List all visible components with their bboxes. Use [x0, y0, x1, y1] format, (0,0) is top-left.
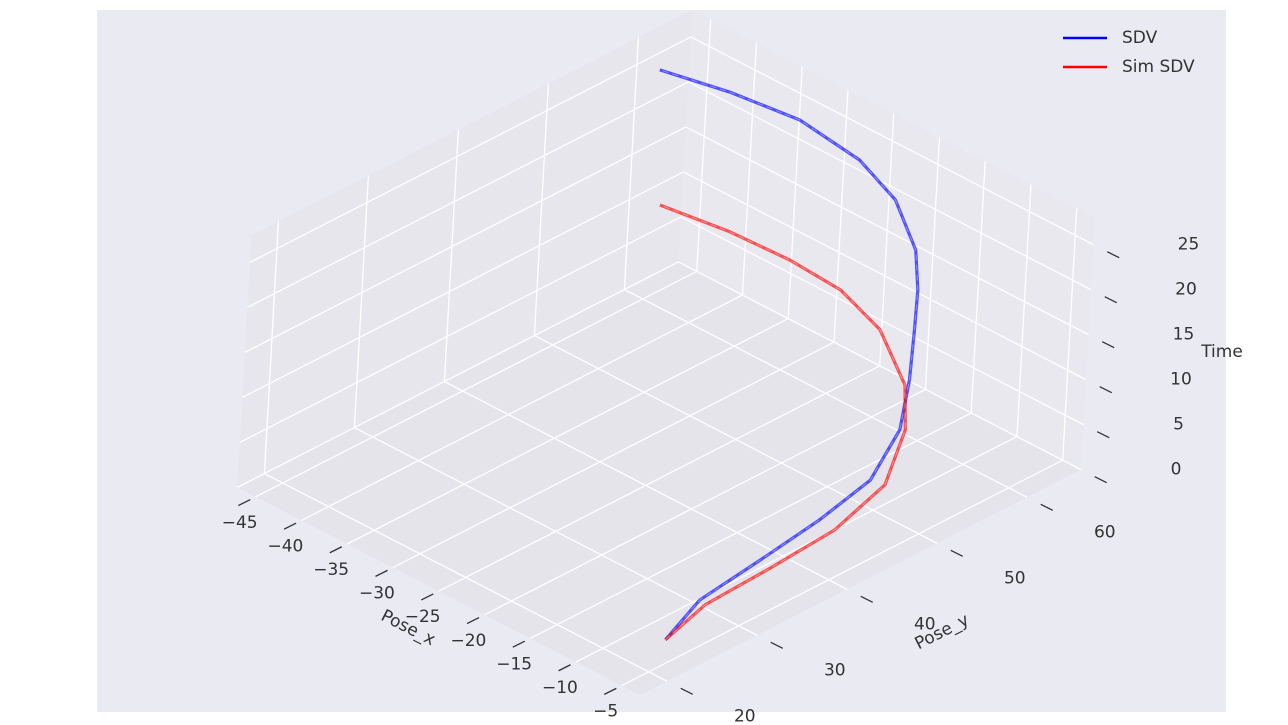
tick-label: −5: [593, 702, 618, 722]
tick-mark: [421, 593, 434, 601]
tick-mark: [283, 522, 297, 530]
legend: SDV Sim SDV: [1063, 28, 1195, 77]
grid-line: [678, 261, 1082, 471]
data-lines: [659, 68, 920, 641]
tick-label: 5: [1173, 415, 1184, 435]
legend-label: Sim SDV: [1122, 57, 1195, 77]
grid-line: [879, 113, 895, 366]
tick-label: 25: [1178, 235, 1200, 255]
tick-mark: [680, 687, 694, 695]
grid-line: [970, 160, 986, 414]
tick-mark: [466, 616, 480, 625]
tick-label: 0: [1171, 460, 1182, 480]
tick-label: −10: [542, 678, 578, 698]
grid-line: [575, 436, 1018, 663]
grid-line: [787, 66, 803, 319]
grid-line: [301, 294, 743, 521]
trajectory-line: [659, 68, 920, 641]
grid-line: [624, 288, 1028, 498]
legend-label: SDV: [1122, 28, 1158, 48]
grid-line: [242, 171, 684, 398]
tick-mark: [950, 549, 964, 557]
tick-label: 20: [1175, 280, 1197, 300]
grid: [237, 19, 1094, 687]
grid-line: [1062, 208, 1078, 461]
grid-line: [247, 81, 689, 308]
tick-label: 40: [914, 614, 936, 634]
grid-line: [244, 126, 687, 353]
tick-label: 10: [1170, 370, 1192, 390]
grid-line: [741, 42, 758, 296]
grid-line: [924, 137, 941, 390]
grid-line: [623, 37, 640, 290]
grid-line: [685, 126, 1089, 336]
grid-line: [353, 175, 370, 428]
tick-label: 50: [1004, 568, 1026, 588]
grid-line: [354, 426, 758, 636]
grid-line: [392, 341, 835, 569]
grid-line: [443, 129, 460, 382]
tick-mark: [375, 569, 388, 577]
grid-line: [1016, 184, 1032, 437]
tick-label: −35: [313, 560, 349, 580]
grid-line: [690, 36, 1094, 246]
ticks: −45 −40 −35 −30 −25 −20 −15 −10 −5 20 30 40 50 60 0 5 10…: [222, 235, 1200, 725]
tick-mark: [558, 664, 571, 672]
tick-mark: [329, 546, 343, 554]
tick-label: 30: [824, 660, 846, 680]
tick-label: −45: [222, 513, 258, 533]
tick-mark: [1096, 431, 1110, 439]
tick-label: 60: [1094, 522, 1116, 542]
tick-mark: [1094, 476, 1108, 484]
grid-line: [263, 221, 280, 474]
left-wall-pane: [237, 9, 693, 488]
grid-line: [833, 90, 849, 343]
grid-line: [237, 261, 679, 488]
grid-line: [444, 380, 848, 590]
grid-line: [249, 36, 692, 263]
tick-label: −40: [268, 536, 304, 556]
tick-mark: [1040, 503, 1054, 511]
tick-mark: [512, 640, 526, 648]
tick-mark: [238, 498, 251, 507]
tick-label: −30: [359, 584, 395, 604]
tick-label: −20: [451, 631, 487, 651]
trajectory-line: [659, 203, 907, 641]
tick-label: 20: [734, 706, 756, 725]
tick-mark: [604, 687, 617, 695]
tick-mark: [1106, 251, 1120, 259]
tick-mark: [1104, 296, 1118, 304]
tick-mark: [860, 595, 874, 603]
trajectory-dash: [659, 69, 919, 641]
grid-line: [621, 459, 1063, 687]
z-axis-label: Time: [1200, 342, 1243, 362]
grid-line: [688, 81, 1092, 291]
grid-line: [239, 216, 682, 443]
tick-label: 15: [1173, 325, 1195, 345]
tick-label: −15: [496, 654, 532, 674]
grid-line: [255, 270, 697, 498]
tick-mark: [1099, 386, 1113, 394]
tick-mark: [770, 641, 784, 649]
grid-line: [534, 334, 938, 544]
grid-line: [680, 216, 1084, 426]
grid-line: [484, 388, 926, 616]
tick-mark: [1101, 341, 1115, 349]
grid-line: [438, 365, 880, 592]
tick-label: −25: [405, 607, 441, 627]
grid-line: [696, 19, 712, 272]
grid-line: [683, 171, 1087, 381]
grid-line: [533, 83, 550, 336]
grid-line: [264, 472, 668, 682]
trajectory-dash: [659, 204, 906, 641]
grid-line: [346, 318, 789, 545]
